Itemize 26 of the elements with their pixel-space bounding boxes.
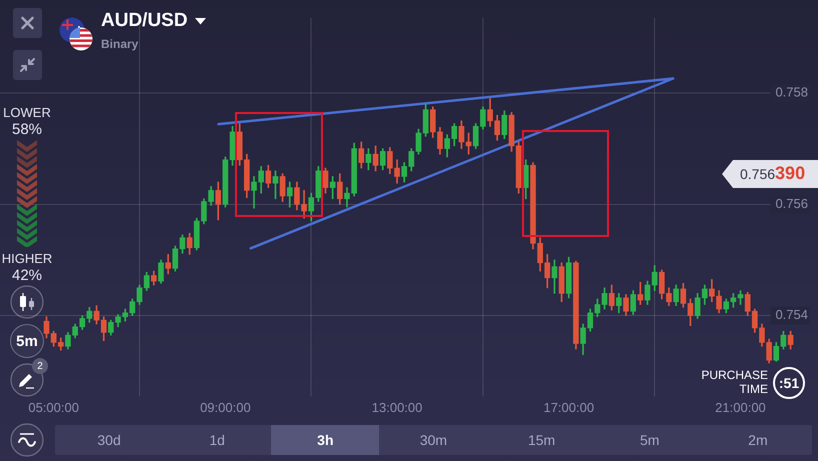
text: 30d [97,432,121,448]
annotation: PURCHASE TIME [701,368,768,396]
annotation: 5m [16,332,38,350]
annotation: 58% [12,120,42,138]
text: 3h [317,432,334,448]
text: 15m [528,432,556,448]
text: 30m [420,432,448,448]
chart-title: AUD/USD [101,10,188,32]
text: Binary [101,37,138,51]
annotation: 2 [37,360,43,372]
text: 2m [748,432,768,448]
x-tick-label: 21:00:00 [715,400,766,415]
x-tick-label: 17:00:00 [543,400,594,415]
annotation: 0.756390 [740,163,806,184]
y-tick-label: 0.758 [775,84,808,100]
text: 5m [640,432,660,448]
annotation: LOWER [3,104,51,120]
annotation: 42% [12,266,42,284]
annotation: HIGHER [2,250,52,266]
x-tick-label: 09:00:00 [200,400,251,415]
x-tick-label: 05:00:00 [28,400,79,415]
y-tick-label: 0.756 [775,196,808,211]
text: 1d [209,432,225,448]
y-tick-label: 0.754 [775,307,808,322]
x-tick-label: 13:00:00 [372,400,422,415]
annotation: :51 [778,375,800,391]
